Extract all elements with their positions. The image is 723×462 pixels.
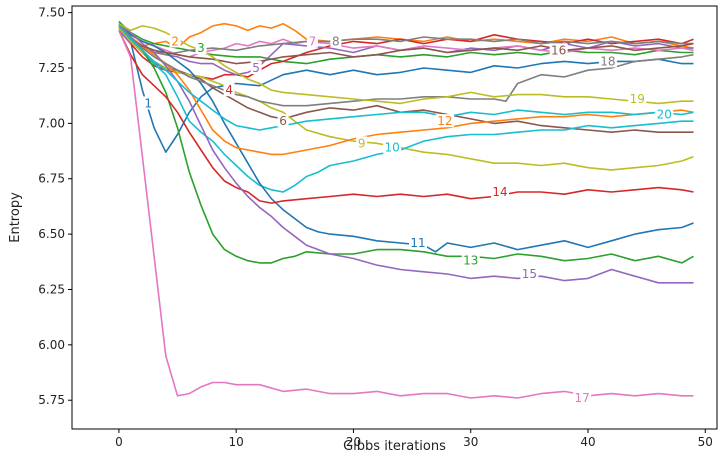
series-label-bg-4 xyxy=(223,83,235,97)
series-line-1 xyxy=(118,25,694,153)
series-line-12 xyxy=(118,25,694,156)
series-label-bg-9 xyxy=(356,136,368,150)
series-label-6: 6 xyxy=(279,114,287,128)
series-label-17: 17 xyxy=(574,391,589,405)
series-label-1: 1 xyxy=(144,96,152,110)
series-label-bg-17 xyxy=(573,390,592,404)
series-line-14 xyxy=(118,30,694,204)
series-line-11 xyxy=(118,23,694,253)
y-tick-label: 6.50 xyxy=(38,227,65,241)
series-label-bg-19 xyxy=(628,92,647,106)
series-label-bg-10 xyxy=(383,140,402,154)
series-label-19: 19 xyxy=(630,92,645,106)
x-axis-label: Gibbs iterations xyxy=(343,439,446,454)
series-line-5 xyxy=(118,29,694,76)
x-axis: 0 10 20 30 40 50 xyxy=(115,429,713,449)
series-label-bg-12 xyxy=(435,114,454,128)
series-label-bg-20 xyxy=(655,107,674,121)
y-tick-label: 7.50 xyxy=(38,6,65,20)
x-tick-label: 40 xyxy=(580,435,595,449)
series-label-18: 18 xyxy=(600,54,615,68)
series-label-bg-18 xyxy=(598,54,617,68)
series-line-19 xyxy=(118,23,694,105)
y-tick-label: 6.00 xyxy=(38,338,65,352)
series-label-13: 13 xyxy=(463,254,478,268)
series-label-3: 3 xyxy=(197,41,205,55)
series-label-10: 10 xyxy=(385,141,400,155)
series-label-9: 9 xyxy=(358,136,366,150)
series-label-7: 7 xyxy=(309,34,317,48)
y-tick-label: 6.25 xyxy=(38,282,65,296)
x-tick-label: 0 xyxy=(115,435,123,449)
series-label-16: 16 xyxy=(551,43,566,57)
series-label-14: 14 xyxy=(492,185,507,199)
series-label-4: 4 xyxy=(225,83,233,97)
series-label-bg-7 xyxy=(306,34,318,48)
x-tick-label: 20 xyxy=(346,435,361,449)
x-tick-label: 10 xyxy=(229,435,244,449)
series-line-16 xyxy=(118,25,694,65)
series-label-2: 2 xyxy=(171,34,179,48)
series-line-15 xyxy=(118,23,694,284)
y-tick-label: 7.00 xyxy=(38,116,65,130)
y-tick-label: 6.75 xyxy=(38,172,65,186)
x-tick-label: 50 xyxy=(698,435,713,449)
series-label-bg-1 xyxy=(142,96,154,110)
series-label-bg-2 xyxy=(169,34,181,48)
series-label-bg-14 xyxy=(491,185,510,199)
series-label-bg-3 xyxy=(195,41,207,55)
series-label-12: 12 xyxy=(437,114,452,128)
series-label-20: 20 xyxy=(657,108,672,122)
y-axis-label: Entropy xyxy=(8,192,23,243)
series-label-bg-8 xyxy=(330,34,342,48)
series-label-11: 11 xyxy=(410,236,425,250)
series-label-8: 8 xyxy=(332,34,340,48)
series-label-bg-16 xyxy=(549,43,568,57)
series-label-5: 5 xyxy=(252,61,260,75)
plot-frame xyxy=(71,5,718,430)
series-line-20 xyxy=(118,25,694,131)
y-tick-label: 7.25 xyxy=(38,61,65,75)
y-tick-label: 5.75 xyxy=(38,393,65,407)
series-label-bg-15 xyxy=(520,266,539,280)
series-line-10 xyxy=(118,23,694,193)
series-label-bg-13 xyxy=(461,253,480,267)
y-axis: 5.75 6.00 6.25 6.50 6.75 7.00 7.25 7.50 xyxy=(38,6,72,407)
series-label-bg-6 xyxy=(277,114,289,128)
series-line-13 xyxy=(118,25,694,264)
series-label-bg-11 xyxy=(408,235,427,249)
x-tick-label: 30 xyxy=(463,435,478,449)
series-label-bg-5 xyxy=(250,61,262,75)
series-line-18 xyxy=(118,23,694,107)
series-label-15: 15 xyxy=(522,267,537,281)
